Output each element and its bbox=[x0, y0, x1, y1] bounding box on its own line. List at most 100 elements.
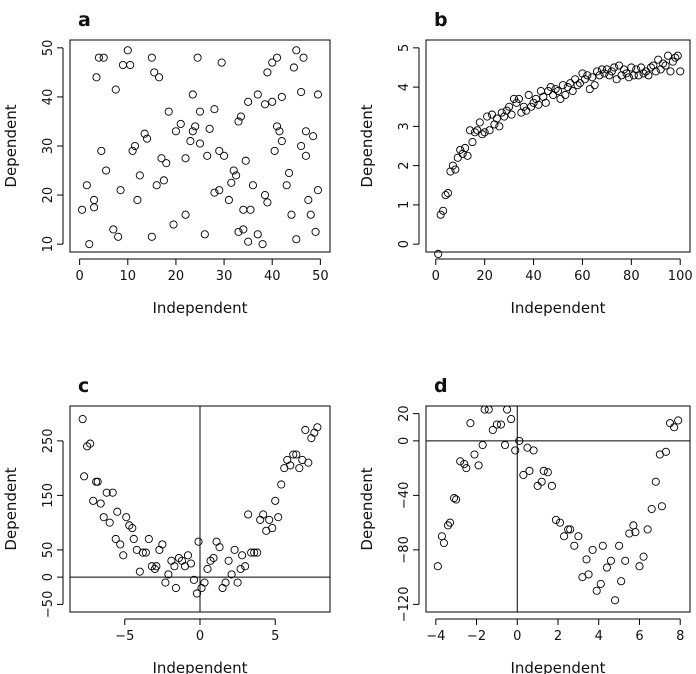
data-point bbox=[102, 488, 111, 497]
y-tick-label: 40 bbox=[41, 89, 56, 106]
data-point bbox=[507, 415, 516, 424]
panel-letter: c bbox=[78, 375, 89, 397]
data-point bbox=[468, 138, 477, 147]
data-point bbox=[283, 455, 292, 465]
data-point bbox=[639, 552, 648, 561]
data-point bbox=[152, 562, 161, 571]
data-point bbox=[624, 73, 633, 82]
data-point bbox=[514, 94, 523, 103]
data-point bbox=[588, 73, 597, 82]
data-point bbox=[495, 122, 504, 131]
data-point bbox=[218, 583, 227, 593]
data-point bbox=[465, 126, 475, 135]
x-tick-label: 5 bbox=[271, 629, 279, 644]
data-point bbox=[247, 548, 256, 557]
data-point bbox=[619, 65, 629, 74]
data-point bbox=[443, 521, 453, 530]
plot-frame bbox=[425, 405, 691, 613]
data-point bbox=[593, 67, 602, 76]
data-point bbox=[313, 423, 322, 432]
y-tick-label: 2 bbox=[397, 161, 412, 169]
data-point bbox=[309, 132, 318, 141]
x-tick-label: 0 bbox=[513, 629, 521, 644]
data-point bbox=[141, 548, 150, 557]
data-point bbox=[292, 450, 301, 459]
data-point bbox=[205, 124, 214, 133]
data-point bbox=[631, 528, 640, 537]
data-point bbox=[157, 154, 166, 163]
data-point bbox=[646, 63, 655, 72]
panel-letter: a bbox=[78, 9, 91, 31]
data-point bbox=[90, 203, 99, 212]
data-point bbox=[564, 525, 573, 534]
data-point bbox=[575, 79, 585, 88]
y-tick-label: 0 bbox=[397, 437, 412, 445]
data-point bbox=[451, 165, 460, 174]
data-point bbox=[122, 513, 131, 522]
x-tick-label: 50 bbox=[312, 269, 329, 284]
y-axis-label: Dependent bbox=[358, 104, 376, 187]
data-point bbox=[463, 151, 472, 160]
data-point bbox=[99, 53, 108, 62]
data-point bbox=[248, 181, 258, 190]
data-point bbox=[126, 60, 135, 70]
data-point bbox=[304, 195, 313, 205]
data-point bbox=[299, 53, 308, 62]
data-point bbox=[102, 166, 111, 175]
y-axis-label: Dependent bbox=[2, 467, 20, 550]
data-point bbox=[625, 529, 634, 538]
data-point bbox=[525, 466, 534, 475]
data-point bbox=[272, 53, 282, 62]
data-point bbox=[162, 159, 171, 168]
y-tick-label: 50 bbox=[41, 40, 56, 57]
data-point bbox=[144, 534, 153, 544]
data-point bbox=[215, 146, 224, 155]
x-axis-label: Independent bbox=[152, 659, 247, 674]
data-point bbox=[597, 65, 607, 74]
data-point bbox=[574, 532, 583, 541]
data-point bbox=[258, 240, 267, 249]
data-point bbox=[622, 69, 631, 78]
data-point bbox=[600, 69, 609, 78]
x-tick-label: −2 bbox=[467, 629, 486, 644]
data-point bbox=[263, 198, 272, 207]
data-point bbox=[241, 562, 250, 571]
data-point bbox=[627, 63, 636, 72]
data-point bbox=[111, 534, 120, 544]
data-point bbox=[86, 439, 95, 448]
data-point bbox=[443, 189, 453, 198]
data-point bbox=[563, 83, 572, 92]
data-point bbox=[596, 579, 605, 588]
data-point bbox=[580, 75, 589, 84]
data-point bbox=[277, 480, 286, 489]
panel-b: 0 20 40 60 80 100 0 1 2 3 4 5 Independent Dependent b bbox=[358, 9, 693, 317]
data-point bbox=[244, 237, 253, 246]
data-point bbox=[227, 570, 236, 579]
data-point bbox=[212, 537, 221, 546]
data-point bbox=[657, 502, 666, 511]
data-point bbox=[310, 428, 319, 437]
panel-a: 0 10 20 30 40 50 10 20 30 40 50 Independent Dependen… bbox=[2, 9, 331, 317]
data-point bbox=[217, 58, 226, 67]
data-point bbox=[666, 67, 675, 76]
data-point bbox=[534, 100, 543, 109]
data-point bbox=[488, 425, 497, 435]
data-point bbox=[268, 97, 277, 106]
data-point bbox=[260, 100, 270, 109]
data-point bbox=[475, 118, 484, 127]
data-point bbox=[519, 470, 528, 479]
data-point bbox=[210, 105, 219, 114]
data-point bbox=[615, 61, 624, 70]
data-point bbox=[272, 122, 282, 131]
data-point bbox=[188, 127, 197, 136]
data-point bbox=[529, 446, 538, 455]
data-point bbox=[295, 464, 304, 473]
x-tick-label: 30 bbox=[216, 269, 233, 284]
data-point bbox=[285, 168, 294, 178]
data-point bbox=[461, 143, 470, 153]
data-point bbox=[297, 141, 306, 151]
data-point bbox=[644, 71, 653, 80]
x-tick-label: 10 bbox=[120, 269, 137, 284]
data-point bbox=[241, 156, 250, 165]
data-point bbox=[271, 496, 280, 505]
